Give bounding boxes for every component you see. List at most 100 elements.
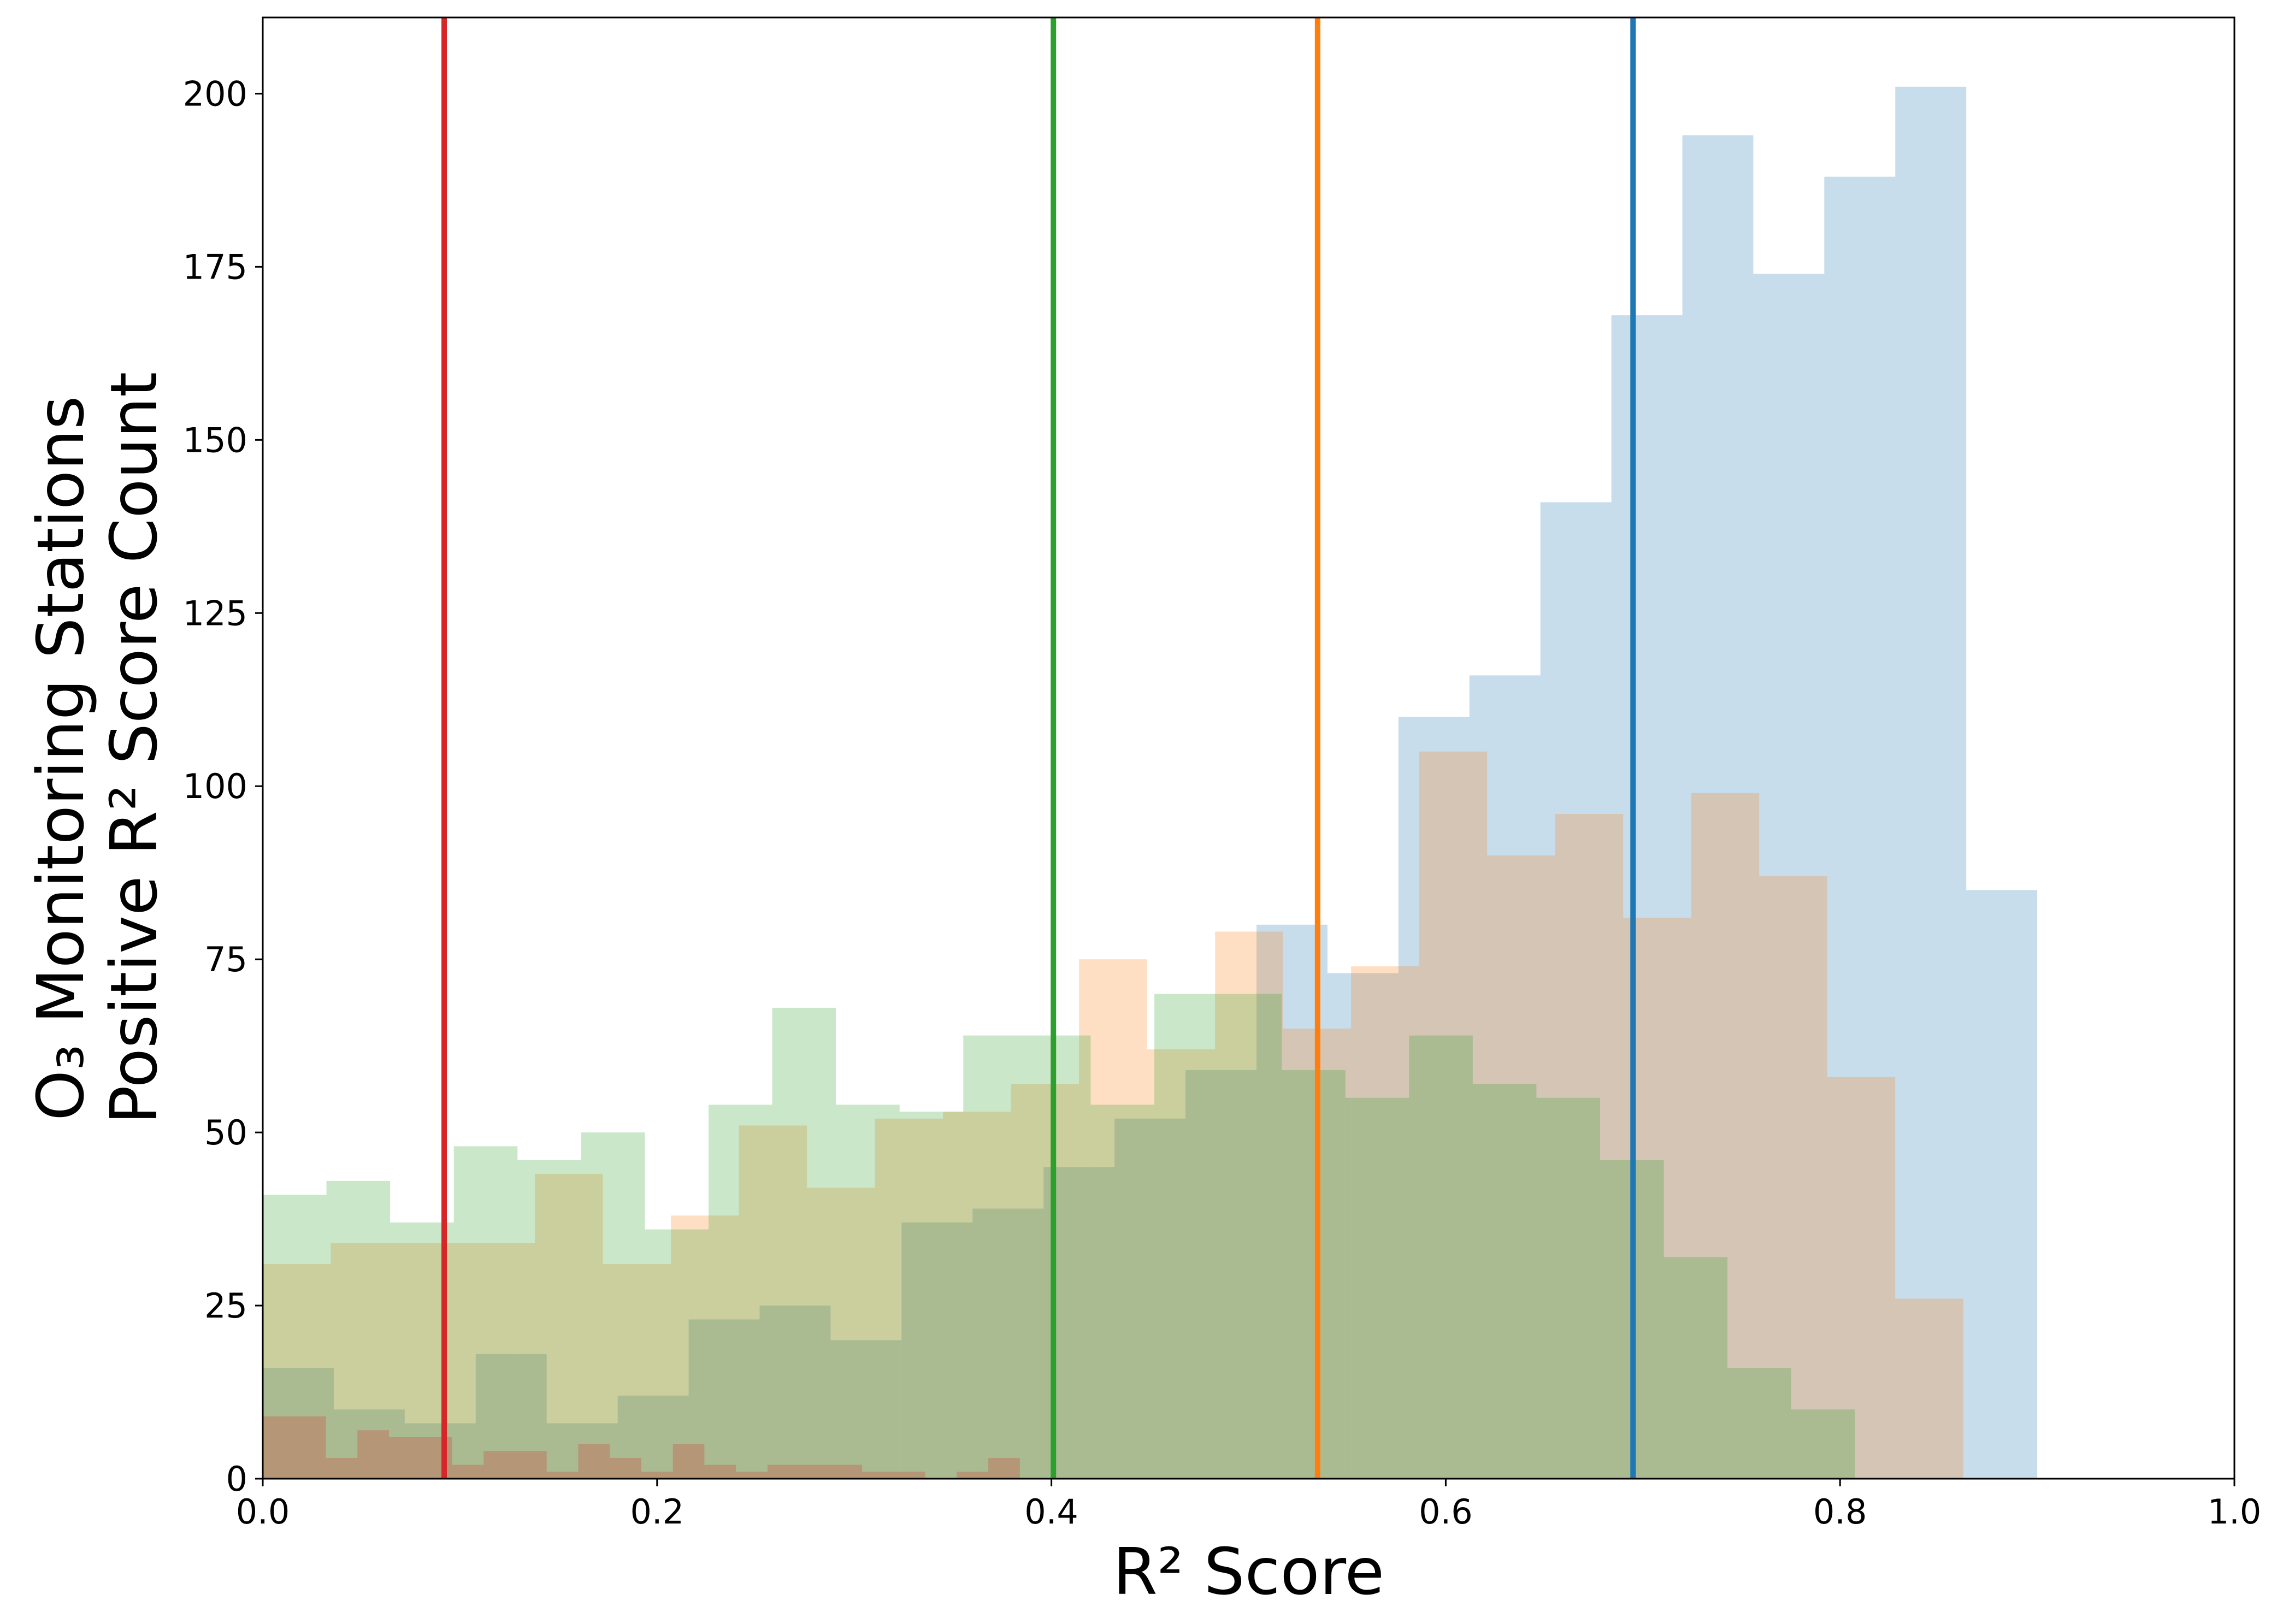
y-tick-label: 100 [183, 766, 247, 806]
histogram-bar [767, 1464, 799, 1479]
histogram-bar [1895, 1298, 1963, 1479]
histogram-bar [294, 1416, 326, 1479]
histogram-bar [617, 1395, 689, 1479]
histogram-bar [688, 1319, 760, 1479]
histogram-bar [641, 1472, 673, 1479]
y-tick-label: 25 [204, 1286, 247, 1326]
x-tick-label: 0.0 [236, 1492, 290, 1532]
histogram-bar [645, 1229, 709, 1479]
histogram-bar [893, 1472, 925, 1479]
histogram-bar [988, 1457, 1020, 1479]
y-tick-label: 50 [204, 1113, 247, 1153]
histogram-bar [1663, 1257, 1728, 1479]
y-tick-label: 200 [183, 74, 247, 114]
y-tick-label: 175 [183, 247, 247, 287]
histogram-bar [453, 1146, 518, 1479]
histogram-bar [535, 1174, 603, 1479]
y-axis: 0 25 50 75 100 125 150 175 200 [183, 74, 263, 1499]
histogram-bar [899, 1112, 964, 1479]
histogram-bar [1027, 1035, 1091, 1479]
x-axis-label: R² Score [1113, 1534, 1384, 1609]
y-axis-label: O₃ Monitoring Stations Positive R² Score… [23, 372, 172, 1125]
histogram-bar [807, 1188, 875, 1479]
histogram-bar [673, 1444, 705, 1479]
histogram-bar [759, 1306, 831, 1479]
mean-lines-layer [441, 17, 1636, 1479]
histogram-bar [333, 1409, 405, 1479]
histogram-bar [943, 1112, 1011, 1479]
histogram-bar [1759, 876, 1827, 1479]
histogram-bar [515, 1451, 547, 1479]
histogram-bar [517, 1160, 581, 1479]
histogram-bar [1409, 1035, 1473, 1479]
histogram-bar [467, 1243, 535, 1479]
histogram-bar [1611, 315, 1683, 1479]
histogram-bar [399, 1243, 467, 1479]
histogram-bar [1398, 717, 1470, 1479]
histogram-bar [388, 1437, 421, 1479]
histogram-bar [1540, 502, 1612, 1479]
histogram-bar [862, 1472, 894, 1479]
histogram-bar [957, 1472, 989, 1479]
histogram-bar [671, 1215, 739, 1479]
histogram-bar [1079, 959, 1147, 1479]
histogram-bar [830, 1340, 902, 1479]
y-tick-label: 125 [183, 593, 247, 633]
histogram-bar [1154, 994, 1218, 1479]
histogram-bar [1469, 675, 1541, 1479]
histogram-bar [483, 1451, 515, 1479]
histogram-bar [901, 1222, 973, 1479]
x-axis: 0.0 0.2 0.4 0.6 0.8 1.0 [236, 1479, 2261, 1532]
histogram-bar [326, 1180, 391, 1479]
x-tick-label: 0.8 [1813, 1492, 1867, 1532]
histogram-bar [331, 1243, 399, 1479]
histogram-bar [739, 1125, 807, 1479]
histogram-bar [1536, 1097, 1600, 1479]
y-axis-label-line-2: Positive R² Score Count [96, 372, 172, 1125]
histogram-bar [420, 1437, 452, 1479]
histogram-bar [357, 1430, 389, 1479]
histogram-bar [404, 1423, 476, 1479]
histogram-bar [326, 1457, 358, 1479]
histogram-bar [708, 1105, 772, 1479]
histogram-bar [875, 1118, 943, 1479]
histogram-bar [1487, 855, 1555, 1479]
histogram-bar [1555, 813, 1624, 1479]
histogram-bar [475, 1354, 547, 1479]
histogram-bar [546, 1423, 618, 1479]
histogram-bar [836, 1105, 900, 1479]
histogram-bar [1215, 931, 1283, 1479]
x-tick-label: 0.4 [1024, 1492, 1078, 1532]
histogram-bar [1185, 1070, 1257, 1479]
histogram-bar [1218, 994, 1282, 1479]
histogram-bar [263, 1263, 331, 1479]
bars-layer [263, 86, 2038, 1479]
histogram-bar [1419, 751, 1488, 1479]
y-axis-label-line-1: O₃ Monitoring Stations [23, 396, 98, 1121]
histogram-bar [1727, 1368, 1791, 1479]
histogram-bar [799, 1464, 831, 1479]
histogram-bar [1691, 793, 1760, 1479]
plot-area-frame [262, 16, 2235, 1480]
histogram-series-2 [263, 751, 1963, 1479]
histogram-bar [1824, 176, 1896, 1479]
x-tick-label: 0.6 [1419, 1492, 1473, 1532]
y-tick-label: 75 [204, 940, 247, 979]
histogram-bar [452, 1464, 484, 1479]
histogram-bar [1472, 1084, 1537, 1479]
histogram-bar [263, 1416, 294, 1479]
histogram-bar [963, 1035, 1027, 1479]
histogram-bar [263, 1195, 327, 1479]
histogram-bar [1090, 1105, 1154, 1479]
histogram-bar [263, 1368, 334, 1479]
histogram-bar [1327, 973, 1399, 1479]
histogram-bar [603, 1263, 671, 1479]
histogram-bar [1011, 1084, 1079, 1479]
histogram-bar [1351, 966, 1419, 1479]
histogram-bar [736, 1472, 768, 1479]
histogram-bar [1147, 1049, 1216, 1479]
histogram-bar [1827, 1077, 1896, 1479]
histogram-bar [972, 1208, 1044, 1479]
